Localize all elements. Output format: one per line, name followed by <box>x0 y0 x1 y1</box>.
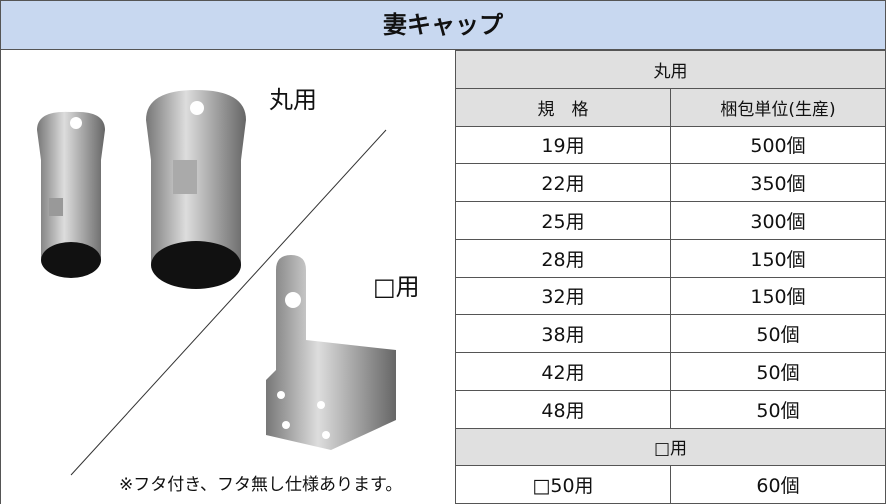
table-row: 丸用 <box>455 50 886 89</box>
table-row: 25用 300個 <box>455 201 886 240</box>
table-cell: 150個 <box>670 238 886 278</box>
photo-panel: 丸用 □用 ※フタ付き、フタ無し仕様あります。 <box>0 50 456 504</box>
table-cell: 42用 <box>455 352 671 391</box>
table-cell: 19用 <box>455 125 671 165</box>
table-cell: 25用 <box>455 201 671 240</box>
table-cell: 150個 <box>670 276 886 316</box>
table-cell: □50用 <box>455 465 671 504</box>
square-cap <box>266 255 396 450</box>
table-cell: 500個 <box>670 125 886 165</box>
table-row: 48用 50個 <box>455 389 886 429</box>
table-cell: 50個 <box>670 352 886 391</box>
table-row: 32用 150個 <box>455 276 886 316</box>
table-row: □50用 60個 <box>455 465 886 504</box>
round-cap-large <box>146 90 246 289</box>
note: ※フタ付き、フタ無し仕様あります。 <box>119 475 402 495</box>
table-row: 38用 50個 <box>455 314 886 353</box>
divider <box>70 129 387 476</box>
table-row: 28用 150個 <box>455 238 886 278</box>
table-cell: 300個 <box>670 201 886 240</box>
table-row: 42用 50個 <box>455 352 886 391</box>
table-cell: 28用 <box>455 238 671 278</box>
table-row: □用 <box>455 427 886 467</box>
table-row: 規 格梱包単位(生産) <box>455 87 886 127</box>
table-cell: 22用 <box>455 163 671 202</box>
table-cell: 32用 <box>455 276 671 316</box>
table-cell: □用 <box>455 427 886 467</box>
title: 妻キャップ <box>0 0 886 50</box>
table-cell: 丸用 <box>455 50 886 89</box>
round-cap-small <box>37 111 105 278</box>
table-cell: 350個 <box>670 163 886 202</box>
table-cell: 50個 <box>670 314 886 353</box>
photo: 丸用 □用 ※フタ付き、フタ無し仕様あります。 <box>37 86 420 495</box>
table-row: 19用 500個 <box>455 125 886 165</box>
spec-table: 丸用規 格梱包単位(生産) 19用 500個 22用 350個 25用 300個 28用 150… <box>455 50 886 504</box>
table-cell: 規 格 <box>455 87 671 127</box>
table-cell: 38用 <box>455 314 671 353</box>
round-label: 丸用 <box>269 86 317 114</box>
table-cell: 梱包単位(生産) <box>670 87 886 127</box>
table-row: 22用 350個 <box>455 163 886 202</box>
table-cell: 50個 <box>670 389 886 429</box>
table-cell: 48用 <box>455 389 671 429</box>
table-cell: 60個 <box>670 465 886 504</box>
square-label: □用 <box>373 273 420 301</box>
